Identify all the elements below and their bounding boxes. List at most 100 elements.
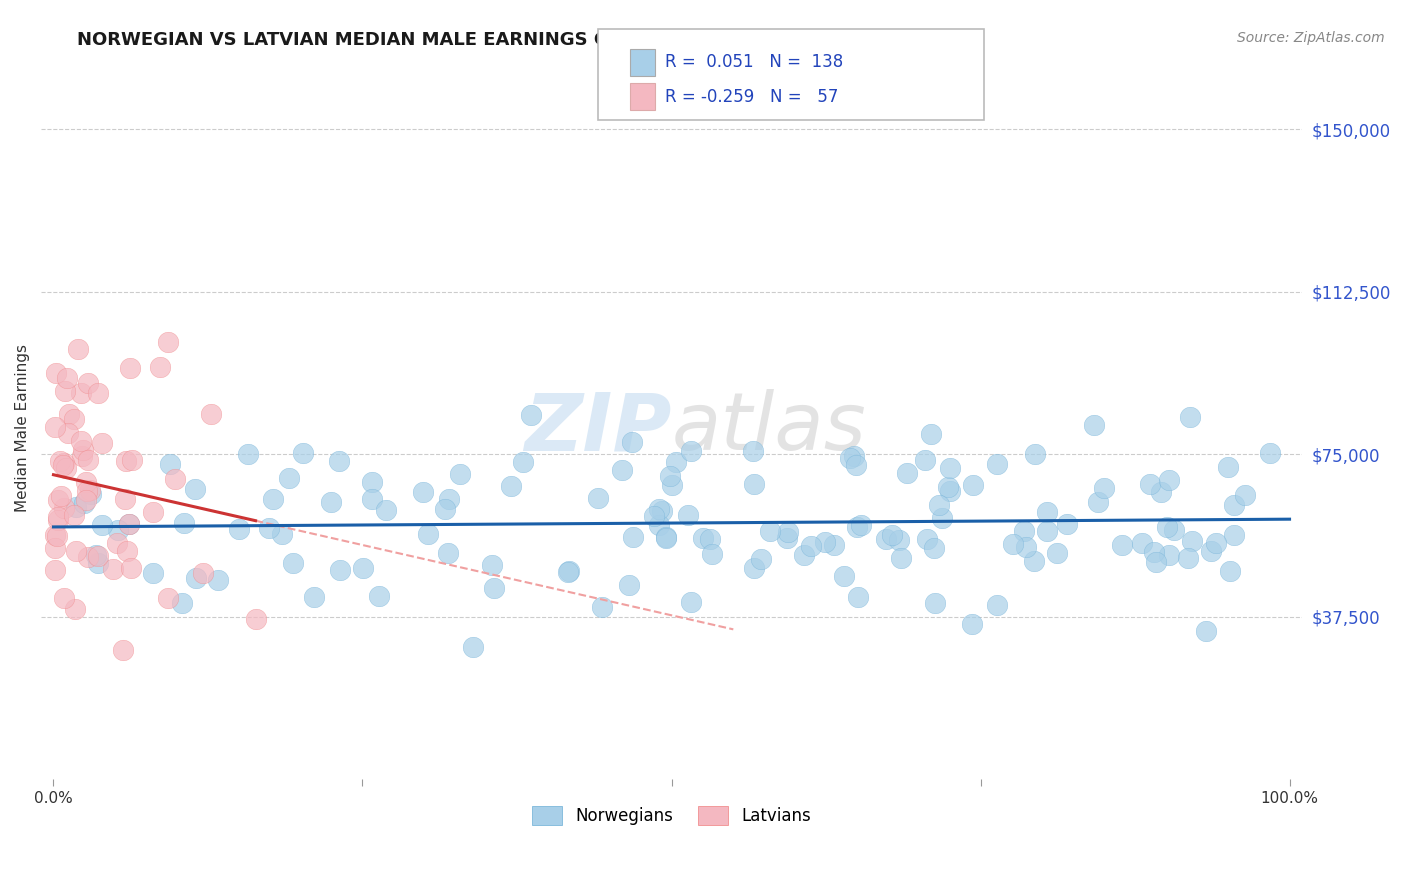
Point bbox=[77, 376, 100, 390]
Point bbox=[52, 456, 75, 470]
Point bbox=[1218, 459, 1240, 474]
Point bbox=[72, 443, 94, 458]
Point bbox=[80, 487, 103, 501]
Point bbox=[149, 359, 172, 374]
Text: R = -0.259   N =   57: R = -0.259 N = 57 bbox=[665, 87, 838, 106]
Point bbox=[793, 549, 815, 563]
Point bbox=[360, 475, 382, 489]
Point bbox=[742, 560, 765, 574]
Point bbox=[1083, 418, 1105, 433]
Point bbox=[658, 469, 681, 483]
Point bbox=[1159, 474, 1181, 488]
Point bbox=[87, 556, 110, 570]
Point bbox=[1036, 505, 1059, 519]
Text: atlas: atlas bbox=[672, 389, 866, 467]
Point bbox=[648, 517, 671, 532]
Point bbox=[1056, 516, 1078, 531]
Point bbox=[643, 509, 665, 524]
Point bbox=[588, 491, 610, 506]
Point bbox=[412, 485, 434, 500]
Point bbox=[1036, 524, 1059, 539]
Point bbox=[648, 502, 671, 516]
Point bbox=[156, 591, 179, 605]
Point bbox=[159, 457, 181, 471]
Point bbox=[65, 601, 87, 615]
Point bbox=[65, 544, 87, 558]
Point bbox=[1223, 528, 1246, 542]
Point bbox=[1092, 481, 1115, 495]
Point bbox=[228, 522, 250, 536]
Point bbox=[938, 484, 960, 499]
Point bbox=[558, 564, 581, 578]
Point bbox=[844, 450, 866, 464]
Point bbox=[375, 503, 398, 517]
Point bbox=[207, 574, 229, 588]
Point bbox=[744, 477, 766, 491]
Point bbox=[1015, 540, 1038, 554]
Point bbox=[55, 371, 77, 385]
Point bbox=[1181, 533, 1204, 548]
Point bbox=[1143, 545, 1166, 559]
Point bbox=[79, 483, 101, 498]
Point bbox=[700, 547, 723, 561]
Point bbox=[621, 434, 644, 449]
Point bbox=[70, 385, 93, 400]
Point bbox=[44, 563, 66, 577]
Point bbox=[112, 643, 135, 657]
Point bbox=[46, 493, 69, 508]
Point bbox=[200, 407, 222, 421]
Point bbox=[1149, 484, 1171, 499]
Point bbox=[512, 455, 534, 469]
Point bbox=[118, 360, 141, 375]
Point bbox=[986, 457, 1008, 471]
Point bbox=[69, 434, 91, 449]
Point bbox=[661, 478, 683, 492]
Point bbox=[77, 452, 100, 467]
Point bbox=[1178, 410, 1201, 425]
Point bbox=[1157, 548, 1180, 562]
Point bbox=[849, 517, 872, 532]
Point bbox=[302, 590, 325, 604]
Point bbox=[665, 455, 688, 469]
Text: Source: ZipAtlas.com: Source: ZipAtlas.com bbox=[1237, 31, 1385, 45]
Point bbox=[53, 501, 76, 516]
Point bbox=[1258, 446, 1281, 460]
Point bbox=[437, 492, 460, 507]
Point bbox=[1012, 524, 1035, 539]
Point bbox=[257, 521, 280, 535]
Point bbox=[58, 407, 80, 421]
Point bbox=[481, 558, 503, 572]
Point bbox=[352, 561, 374, 575]
Point bbox=[319, 494, 342, 508]
Point bbox=[1163, 523, 1185, 537]
Point bbox=[58, 425, 80, 440]
Point bbox=[105, 536, 128, 550]
Point bbox=[76, 483, 98, 498]
Point bbox=[283, 557, 305, 571]
Point bbox=[962, 478, 984, 492]
Text: ZIP: ZIP bbox=[524, 389, 672, 467]
Point bbox=[184, 483, 207, 497]
Point bbox=[75, 493, 97, 508]
Point bbox=[1177, 551, 1199, 566]
Point bbox=[960, 617, 983, 632]
Point bbox=[49, 454, 72, 468]
Point bbox=[107, 523, 129, 537]
Point bbox=[433, 502, 456, 516]
Point bbox=[1024, 553, 1046, 567]
Point bbox=[461, 640, 484, 654]
Point bbox=[156, 334, 179, 349]
Point bbox=[184, 571, 207, 585]
Point bbox=[63, 508, 86, 523]
Point bbox=[292, 446, 315, 460]
Point bbox=[1130, 536, 1153, 550]
Point bbox=[449, 467, 471, 481]
Point bbox=[875, 532, 897, 546]
Point bbox=[931, 511, 953, 525]
Point bbox=[482, 581, 505, 595]
Point bbox=[699, 532, 721, 546]
Point bbox=[44, 420, 66, 434]
Point bbox=[749, 551, 772, 566]
Point bbox=[986, 598, 1008, 612]
Point bbox=[53, 384, 76, 398]
